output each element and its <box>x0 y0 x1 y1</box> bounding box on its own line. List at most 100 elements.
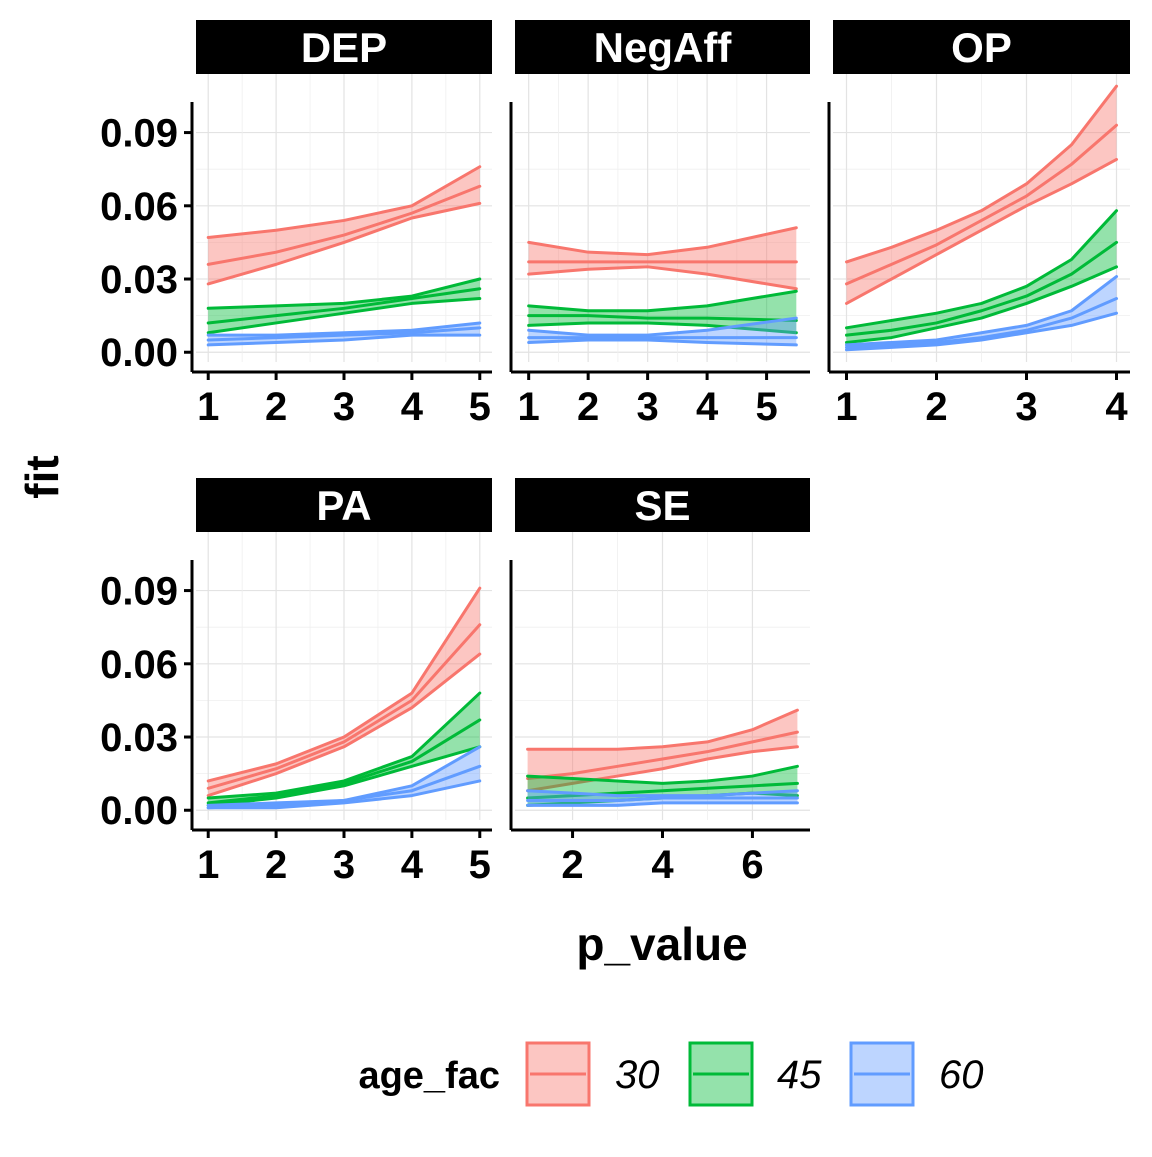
line-upper-se-45 <box>526 764 799 785</box>
y-axis-title: fit <box>16 455 68 498</box>
line-fit-se-30 <box>526 730 799 781</box>
line-upper-op-45 <box>845 209 1118 330</box>
ci-ribbon-dep-45 <box>208 279 480 333</box>
line-fit-se-60 <box>526 796 799 802</box>
line-lower-negaff-30 <box>527 265 798 291</box>
line-fit-negaff-45 <box>527 314 798 323</box>
x-tick-label: 2 <box>265 843 287 887</box>
line-lower-dep-30 <box>206 201 482 286</box>
strip-label-pa: PA <box>316 482 371 529</box>
line-upper-pa-45 <box>206 691 482 800</box>
y-tick-label: 0.03 <box>100 716 178 760</box>
line-lower-dep-45 <box>206 297 482 335</box>
line-upper-dep-30 <box>206 165 482 240</box>
line-fit-pa-30 <box>206 623 482 790</box>
line-upper-se-30 <box>526 708 799 751</box>
ci-ribbon-op-45 <box>846 210 1117 343</box>
x-tick-label: 6 <box>741 843 763 887</box>
x-tick-label: 5 <box>469 385 491 429</box>
line-lower-pa-45 <box>206 745 482 807</box>
line-upper-negaff-45 <box>527 289 798 313</box>
x-tick-label: 4 <box>1105 385 1128 429</box>
x-tick-label: 4 <box>401 385 424 429</box>
line-fit-dep-45 <box>206 287 482 325</box>
line-upper-op-30 <box>845 84 1118 264</box>
x-tick-label: 2 <box>561 843 583 887</box>
x-tick-label: 5 <box>755 385 777 429</box>
strip-label-se: SE <box>634 482 690 529</box>
legend-title: age_fac <box>358 1055 500 1097</box>
strip-op <box>833 20 1130 74</box>
line-lower-negaff-45 <box>527 321 798 335</box>
x-tick-label: 1 <box>197 843 219 887</box>
line-fit-se-45 <box>526 781 799 800</box>
y-tick-label: 0.09 <box>100 570 178 614</box>
line-lower-se-30 <box>526 745 799 793</box>
line-lower-op-60 <box>845 311 1118 352</box>
line-fit-pa-60 <box>206 764 482 810</box>
x-tick-label: 3 <box>333 385 355 429</box>
x-tick-label: 2 <box>925 385 947 429</box>
strip-se <box>515 478 810 532</box>
line-fit-pa-45 <box>206 718 482 805</box>
line-upper-negaff-60 <box>527 316 798 337</box>
ci-ribbon-pa-60 <box>208 746 480 808</box>
line-upper-op-60 <box>845 275 1118 347</box>
line-lower-dep-60 <box>206 333 482 347</box>
y-tick-label: 0.06 <box>100 643 178 687</box>
line-upper-dep-45 <box>206 277 482 310</box>
x-tick-label: 4 <box>651 843 674 887</box>
strip-label-negaff: NegAff <box>594 24 733 71</box>
strip-negaff <box>515 20 810 74</box>
x-tick-label: 2 <box>265 385 287 429</box>
panel-negaff: NegAff 1 2 3 4 5 <box>509 20 810 429</box>
legend-label-30: 30 <box>615 1053 660 1097</box>
y-tick-label: 0.03 <box>100 258 178 302</box>
panel-se: SE 2 4 6 <box>509 478 810 887</box>
x-tick-label: 5 <box>469 843 491 887</box>
x-tick-label: 4 <box>696 385 719 429</box>
legend: age_fac 30 45 60 <box>358 1041 984 1107</box>
x-tick-label: 4 <box>401 843 424 887</box>
y-tick-label: 0.06 <box>100 185 178 229</box>
x-tick-label: 3 <box>637 385 659 429</box>
y-tick-label: 0.00 <box>100 331 178 375</box>
strip-label-dep: DEP <box>301 24 387 71</box>
line-fit-op-60 <box>845 297 1118 349</box>
line-fit-op-45 <box>845 240 1118 337</box>
line-lower-negaff-60 <box>527 338 798 347</box>
ci-ribbon-op-30 <box>846 86 1117 304</box>
x-axis-title: p_value <box>576 918 747 970</box>
x-tick-label: 3 <box>1015 385 1037 429</box>
panel-dep: DEP 0.00 0.03 0.06 0.09 1 2 3 4 5 <box>100 20 492 429</box>
line-fit-op-30 <box>845 123 1118 286</box>
ci-ribbon-op-60 <box>846 276 1117 350</box>
x-tick-label: 1 <box>835 385 857 429</box>
line-upper-se-60 <box>526 789 799 798</box>
line-upper-negaff-30 <box>527 226 798 257</box>
y-tick-label: 0.09 <box>100 112 178 156</box>
legend-label-45: 45 <box>777 1053 822 1097</box>
line-upper-dep-60 <box>206 321 482 337</box>
y-tick-label: 0.00 <box>100 789 178 833</box>
line-fit-dep-60 <box>206 326 482 342</box>
line-fit-dep-30 <box>206 184 482 266</box>
legend-label-60: 60 <box>939 1053 984 1097</box>
strip-pa <box>196 478 492 532</box>
x-tick-label: 1 <box>518 385 540 429</box>
ci-ribbon-dep-30 <box>208 166 480 284</box>
line-lower-op-30 <box>845 157 1118 305</box>
line-lower-pa-60 <box>206 779 482 810</box>
x-tick-label: 1 <box>197 385 219 429</box>
strip-dep <box>196 20 492 74</box>
panel-pa: PA 0.00 0.03 0.06 0.09 1 2 3 4 5 <box>100 478 492 887</box>
x-tick-label: 3 <box>333 843 355 887</box>
panel-op: OP 1 2 3 4 <box>827 20 1130 429</box>
strip-label-op: OP <box>951 24 1012 71</box>
line-upper-pa-30 <box>206 586 482 783</box>
x-tick-label: 2 <box>577 385 599 429</box>
line-lower-pa-30 <box>206 652 482 798</box>
line-lower-se-60 <box>526 801 799 807</box>
